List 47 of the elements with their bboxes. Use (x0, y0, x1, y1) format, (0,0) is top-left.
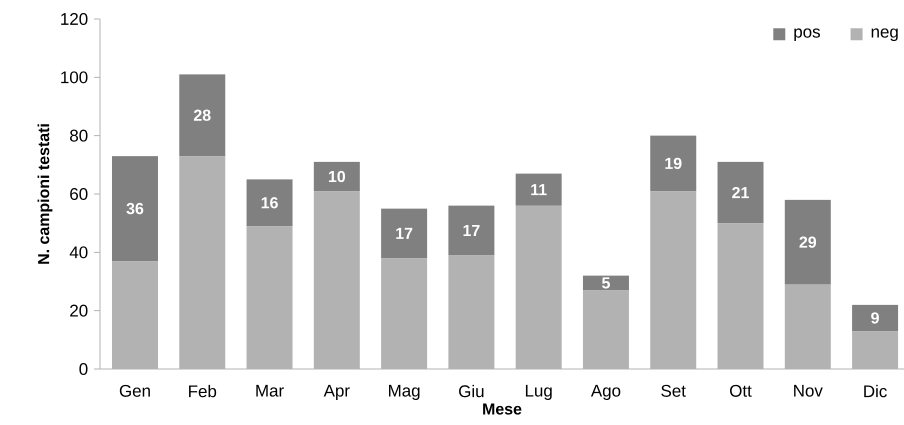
data-label: 5 (602, 277, 610, 289)
bar (718, 162, 764, 224)
bar (582, 276, 629, 290)
x-tick-label: Mag (389, 384, 420, 400)
legend-label: pos (794, 28, 820, 42)
data-label: 17 (464, 224, 480, 236)
y-tick-label: 20 (70, 304, 88, 317)
bar (314, 162, 360, 192)
x-tick-label: Giu (459, 384, 484, 398)
bar (381, 208, 428, 258)
y-tick-label: 120 (61, 13, 88, 25)
x-tick-label: Lug (526, 384, 552, 400)
x-tick-label: Dic (864, 384, 887, 398)
bar (246, 179, 293, 226)
data-label: 9 (871, 312, 879, 324)
x-tick-label: Set (661, 384, 686, 397)
x-tick-label: Ago (590, 384, 620, 400)
data-label: 29 (799, 236, 816, 248)
bar (516, 174, 562, 206)
data-label: 19 (665, 158, 682, 170)
data-label: 16 (262, 197, 278, 208)
x-axis-title: Mese (483, 404, 522, 415)
x-tick-label: Ott (730, 384, 752, 397)
data-label: 11 (531, 184, 547, 196)
data-label: 36 (126, 202, 144, 214)
x-tick-label: Nov (794, 384, 823, 397)
bar (448, 206, 494, 256)
bar (650, 136, 696, 192)
data-label: 28 (194, 110, 211, 121)
legend-label: neg (872, 28, 898, 42)
x-tick-label: Apr (324, 384, 350, 400)
data-label: 10 (328, 170, 346, 182)
bar (852, 304, 898, 332)
x-tick-label: Gen (120, 384, 150, 397)
y-tick-label: 60 (70, 188, 88, 200)
data-label: 17 (396, 228, 412, 239)
y-tick-label: 80 (70, 130, 88, 142)
bar (179, 74, 226, 156)
y-axis-title: N. campioni testati (38, 124, 52, 264)
x-tick-label: Mar (256, 384, 284, 397)
bar (112, 156, 158, 262)
y-tick-label: 40 (70, 246, 88, 258)
data-label: 21 (732, 186, 749, 198)
x-tick-label: Feb (189, 384, 216, 398)
y-tick-label: 100 (61, 71, 88, 84)
bar (784, 200, 831, 284)
y-tick-label: 0 (79, 363, 88, 376)
